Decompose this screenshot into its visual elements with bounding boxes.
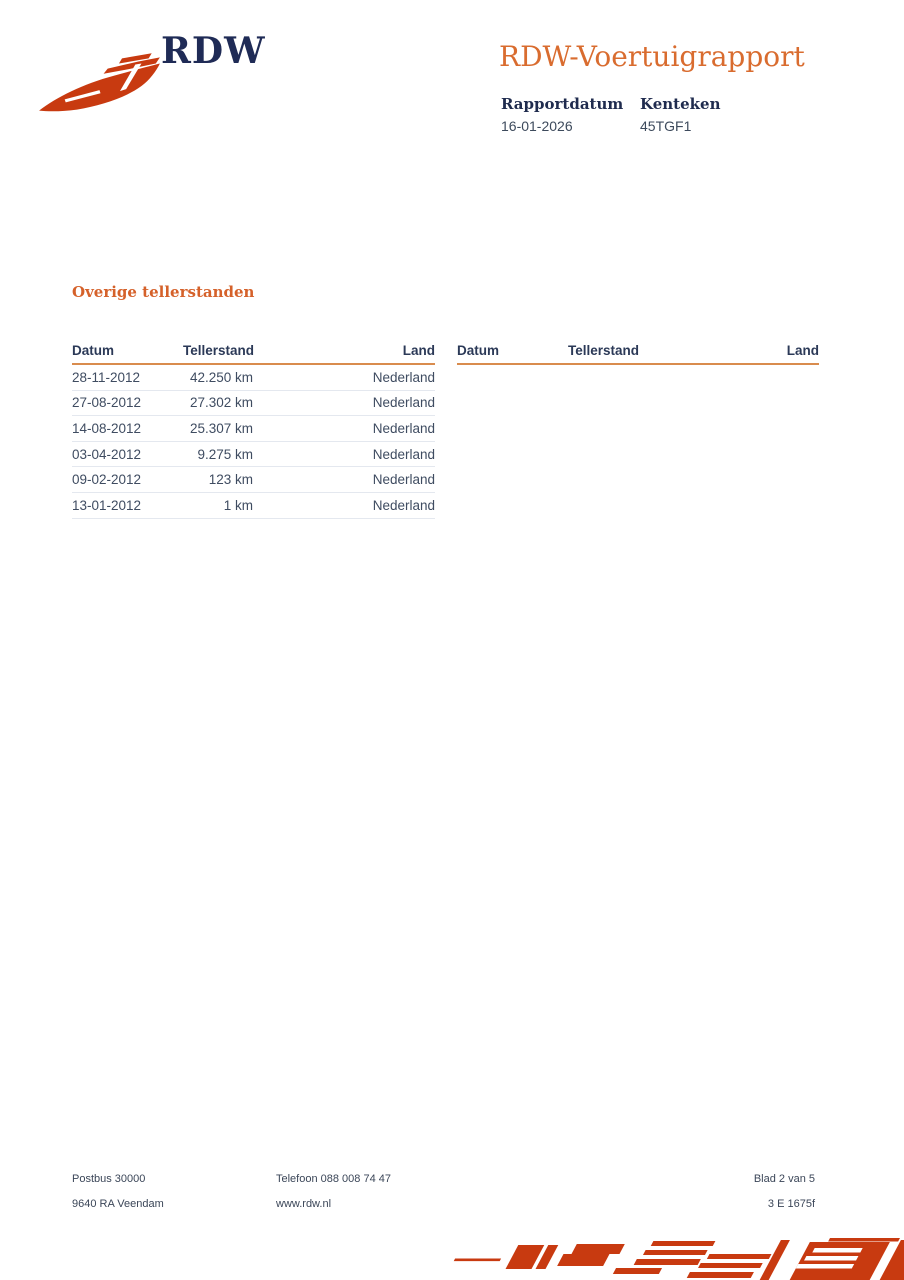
- footer-contact: Telefoon 088 008 74 47 www.rdw.nl: [276, 1173, 391, 1223]
- cell-land: Nederland: [372, 369, 435, 385]
- cell-tellerstand: 42.250 km: [189, 369, 253, 385]
- table-row: 28-11-2012 42.250 km Nederland: [72, 365, 435, 391]
- odometer-table-right: Datum Tellerstand Land: [457, 343, 819, 519]
- footer-doc-code: 3 E 1675f: [767, 1198, 815, 1210]
- table-row: 09-02-2012 123 km Nederland: [72, 467, 435, 493]
- cell-tellerstand: 1 km: [223, 497, 253, 513]
- footer-stripes-graphic: [453, 1238, 904, 1280]
- footer-city: 9640 RA Veendam: [72, 1198, 164, 1210]
- cell-datum: 14-08-2012: [72, 420, 142, 436]
- column-header-land: Land: [786, 343, 819, 358]
- table-row: 27-08-2012 27.302 km Nederland: [72, 391, 435, 417]
- cell-tellerstand: 25.307 km: [189, 420, 253, 436]
- column-header-datum: Datum: [457, 343, 500, 358]
- page-title: RDW-Voertuigrapport: [499, 40, 805, 73]
- cell-datum: 27-08-2012: [72, 395, 142, 411]
- cell-tellerstand: 27.302 km: [189, 395, 253, 411]
- rdw-feather-icon: [39, 53, 160, 112]
- cell-tellerstand: 9.275 km: [197, 446, 253, 462]
- table-body-left: 28-11-2012 42.250 km Nederland 27-08-2012 27…: [72, 365, 435, 519]
- odometer-tables: Datum Tellerstand Land 28-11-2012 42.250 …: [72, 343, 819, 519]
- footer-phone: Telefoon 088 008 74 47: [276, 1173, 391, 1185]
- column-header-datum: Datum: [72, 343, 115, 358]
- report-date-label: Rapportdatum: [501, 95, 624, 113]
- table-row: 14-08-2012 25.307 km Nederland: [72, 416, 435, 442]
- footer-address: Postbus 30000 9640 RA Veendam: [72, 1173, 164, 1223]
- license-plate-label: Kenteken: [640, 95, 721, 113]
- license-plate-field: Kenteken 45TGF1: [640, 95, 779, 134]
- column-header-tellerstand: Tellerstand: [183, 343, 255, 358]
- footer-page-info: Blad 2 van 5 3 E 1675f: [754, 1173, 815, 1223]
- cell-datum: 13-01-2012: [72, 497, 142, 513]
- cell-land: Nederland: [372, 420, 435, 436]
- column-header-land: Land: [402, 343, 435, 358]
- section-heading-overige-tellerstanden: Overige tellerstanden: [72, 283, 255, 301]
- footer-postbus: Postbus 30000: [72, 1173, 146, 1185]
- column-header-tellerstand: Tellerstand: [568, 343, 640, 358]
- cell-tellerstand: 123 km: [208, 472, 253, 488]
- cell-land: Nederland: [372, 446, 435, 462]
- footer-page-number: Blad 2 van 5: [753, 1173, 815, 1185]
- odometer-table-left: Datum Tellerstand Land 28-11-2012 42.250 …: [72, 343, 435, 519]
- cell-datum: 09-02-2012: [72, 472, 142, 488]
- cell-land: Nederland: [372, 472, 435, 488]
- report-date-value: 16-01-2026: [501, 118, 573, 134]
- table-row: 03-04-2012 9.275 km Nederland: [72, 442, 435, 468]
- cell-datum: 03-04-2012: [72, 446, 142, 462]
- rdw-logo-text: RDW: [161, 30, 266, 72]
- license-plate-value: 45TGF1: [640, 118, 692, 134]
- table-header-row: Datum Tellerstand Land: [457, 343, 819, 365]
- table-row: 13-01-2012 1 km Nederland: [72, 493, 435, 519]
- footer-website: www.rdw.nl: [276, 1198, 332, 1210]
- report-date-field: Rapportdatum 16-01-2026: [501, 95, 640, 134]
- table-header-row: Datum Tellerstand Land: [72, 343, 435, 365]
- cell-land: Nederland: [372, 497, 435, 513]
- report-meta: Rapportdatum 16-01-2026 Kenteken 45TGF1: [501, 95, 779, 134]
- cell-land: Nederland: [372, 395, 435, 411]
- cell-datum: 28-11-2012: [72, 369, 141, 385]
